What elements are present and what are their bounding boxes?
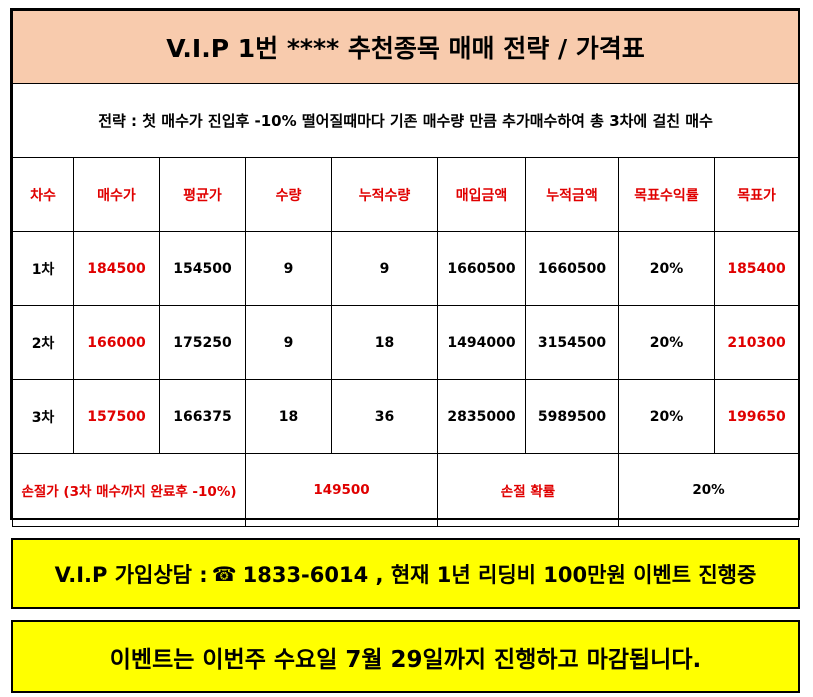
table-cell: 20% (618, 305, 715, 380)
table-cell: 18 (245, 379, 332, 454)
price-table: V.I.P 1번 **** 추천종목 매매 전략 / 가격표 전략 : 첫 매수… (11, 10, 800, 527)
column-header: 누적금액 (525, 157, 619, 232)
table-cell: 9 (245, 305, 332, 380)
table-row: 3차 157500 166375 18 36 2835000 5989500 2… (12, 379, 800, 454)
column-header: 목표가 (713, 157, 800, 232)
column-header: 평균가 (159, 157, 246, 232)
table-cell: 9 (245, 231, 332, 306)
table-cell: 166375 (159, 379, 246, 454)
page-title: V.I.P 1번 **** 추천종목 매매 전략 / 가격표 (11, 10, 800, 84)
table-row: 1차 184500 154500 9 9 1660500 1660500 20%… (12, 231, 800, 306)
column-header: 목표수익률 (618, 157, 715, 232)
table-cell: 1660500 (525, 231, 619, 306)
table-footer-row: 손절가 (3차 매수까지 완료후 -10%) 149500 손절 확률 20% (12, 453, 800, 527)
table-cell: 154500 (159, 231, 246, 306)
table-cell: 5989500 (525, 379, 619, 454)
table-cell: 175250 (159, 305, 246, 380)
table-cell: 20% (618, 231, 715, 306)
column-header: 차수 (12, 157, 74, 232)
strategy-price-sheet: V.I.P 1번 **** 추천종목 매매 전략 / 가격표 전략 : 첫 매수… (10, 8, 800, 527)
table-cell: 166000 (73, 305, 160, 380)
stop-loss-probability-value: 20% (617, 453, 800, 527)
strategy-description: 전략 : 첫 매수가 진입후 -10% 떨어질때마다 기존 매수량 만큼 추가매… (11, 83, 800, 158)
banner-prefix: V.I.P 가입상담 : (54, 562, 208, 587)
table-cell: 1660500 (437, 231, 526, 306)
column-header: 매수가 (73, 157, 160, 232)
table-cell: 20% (618, 379, 715, 454)
column-header: 누적수량 (331, 157, 438, 232)
vip-consult-banner: V.I.P 가입상담 : ☎ 1833-6014 , 현재 1년 리딩비 100… (11, 538, 800, 609)
stop-loss-probability-label: 손절 확률 (437, 453, 619, 527)
event-deadline-text: 이벤트는 이번주 수요일 7월 29일까지 진행하고 마감됩니다. (109, 646, 702, 673)
table-cell: 157500 (73, 379, 160, 454)
table-cell: 2835000 (437, 379, 526, 454)
banner-contact-text: 1833-6014 , 현재 1년 리딩비 100만원 이벤트 진행중 (242, 562, 757, 587)
table-header-row: 차수 매수가 평균가 수량 누적수량 매입금액 누적금액 목표수익률 목표가 (12, 157, 800, 232)
table-cell: 36 (331, 379, 438, 454)
table-cell: 3154500 (525, 305, 619, 380)
column-header: 수량 (245, 157, 332, 232)
table-cell: 184500 (73, 231, 160, 306)
stop-loss-label: 손절가 (3차 매수까지 완료후 -10%) (12, 453, 246, 527)
table-cell: 199650 (713, 379, 800, 454)
table-cell: 185400 (713, 231, 800, 306)
table-cell: 2차 (12, 305, 74, 380)
table-cell: 1차 (12, 231, 74, 306)
table-cell: 9 (331, 231, 438, 306)
table-row: 2차 166000 175250 9 18 1494000 3154500 20… (12, 305, 800, 380)
telephone-icon: ☎ (211, 561, 237, 586)
table-cell: 1494000 (437, 305, 526, 380)
table-cell: 210300 (713, 305, 800, 380)
event-deadline-banner: 이벤트는 이번주 수요일 7월 29일까지 진행하고 마감됩니다. (11, 620, 800, 693)
column-header: 매입금액 (437, 157, 526, 232)
table-cell: 3차 (12, 379, 74, 454)
table-cell: 18 (331, 305, 438, 380)
stop-loss-value: 149500 (245, 453, 438, 527)
